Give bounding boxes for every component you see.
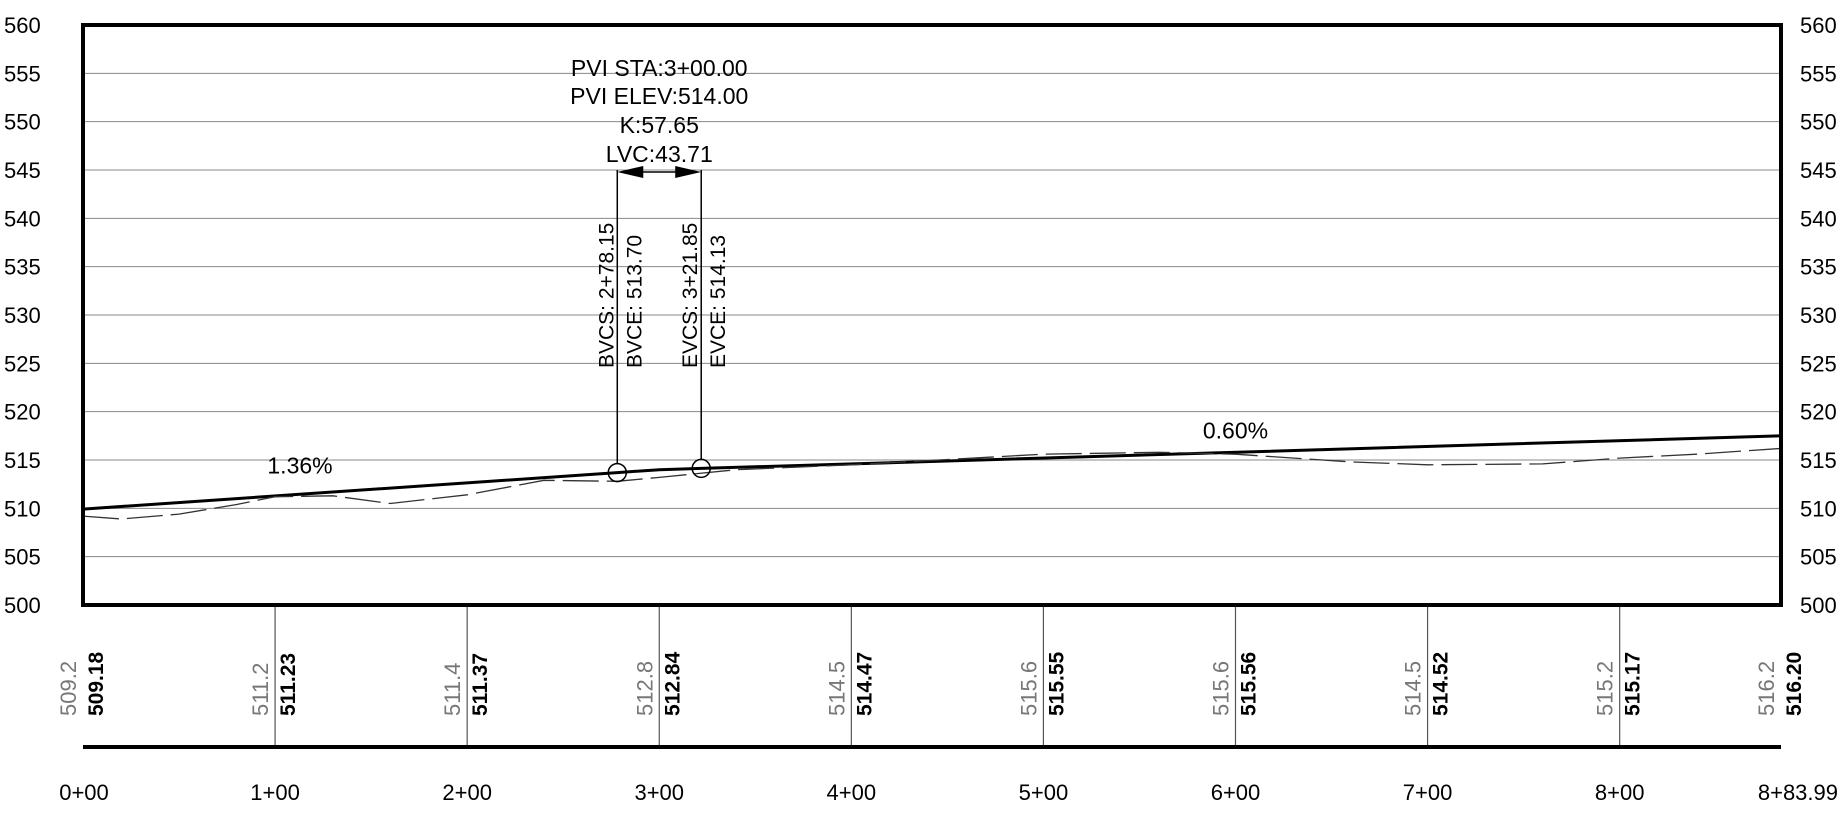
arrowhead-left-icon	[617, 166, 644, 178]
y-tick-label-left: 520	[4, 400, 41, 425]
design-elevation-label: 514.52	[1430, 652, 1453, 716]
existing-elevation-label: 511.4	[440, 663, 465, 716]
design-elevation-label: 514.47	[853, 652, 876, 716]
y-tick-label-right: 550	[1800, 110, 1837, 135]
y-tick-label-left: 535	[4, 255, 41, 280]
x-tick-label: 7+00	[1403, 780, 1453, 805]
y-tick-label-right: 535	[1800, 255, 1837, 280]
existing-elevation-label: 511.2	[248, 663, 273, 716]
grade-out-label: 0.60%	[1203, 418, 1268, 444]
y-tick-label-left: 530	[4, 303, 41, 328]
x-tick-label: 1+00	[250, 780, 300, 805]
evc-marker-icon	[691, 458, 711, 479]
y-tick-label-right: 545	[1800, 158, 1837, 183]
y-tick-label-left: 505	[4, 545, 41, 570]
x-tick-label: 5+00	[1019, 780, 1069, 805]
arrowhead-right-icon	[675, 166, 702, 178]
y-tick-label-right: 500	[1800, 593, 1837, 618]
design-elevation-label: 511.37	[469, 653, 492, 716]
existing-elevation-label: 515.2	[1593, 661, 1618, 716]
evce-label: EVCE: 514.13	[707, 235, 730, 368]
existing-elevation-label: 516.2	[1754, 661, 1779, 716]
x-tick-label: 0+00	[59, 780, 109, 805]
design-elevation-label: 515.56	[1238, 652, 1261, 716]
x-tick-label: 6+00	[1211, 780, 1261, 805]
y-tick-label-left: 500	[4, 593, 41, 618]
y-tick-label-left: 550	[4, 110, 41, 135]
existing-ground-line	[82, 447, 1782, 520]
y-tick-label-right: 510	[1800, 496, 1837, 521]
design-elevation-label: 512.84	[661, 651, 684, 716]
bvc-marker-icon	[607, 462, 628, 483]
design-elevation-label: 509.18	[85, 651, 108, 716]
grade-in-label: 1.36%	[267, 453, 332, 479]
profile-series	[82, 434, 1782, 520]
y-tick-label-right: 520	[1800, 400, 1837, 425]
x-tick-label: 8+83.99	[1758, 780, 1838, 805]
pvi-annotation-line: PVI ELEV:514.00	[570, 83, 748, 109]
y-tick-label-left: 555	[4, 61, 41, 86]
design-elevation-label: 516.20	[1783, 652, 1806, 716]
y-tick-label-left: 560	[4, 13, 41, 38]
x-tick-label: 3+00	[634, 780, 684, 805]
y-tick-label-left: 545	[4, 158, 41, 183]
x-tick-label: 8+00	[1595, 780, 1645, 805]
existing-elevation-label: 514.5	[824, 661, 849, 716]
existing-elevation-label: 515.6	[1016, 661, 1041, 716]
design-elevation-label: 515.55	[1045, 651, 1068, 716]
y-axis-ticks: 500 500 505 505 510 510 515 515 520 520 525 525 530 5…	[4, 13, 1837, 618]
pvi-annotation-line: LVC:43.71	[606, 141, 713, 167]
x-axis-ticks: 0+00 1+00 2+00 3+00 4+00 5+00 6+00 7+00 8+00 8+83…	[59, 780, 1838, 805]
y-tick-label-left: 525	[4, 351, 41, 376]
x-tick-label: 4+00	[827, 780, 877, 805]
bvcs-label: BVCS: 2+78.15	[595, 223, 618, 368]
grid-lines	[83, 72, 1781, 558]
pvi-annotation-line: PVI STA:3+00.00	[571, 55, 748, 81]
x-tick-label: 2+00	[442, 780, 492, 805]
y-tick-label-left: 540	[4, 206, 41, 231]
y-tick-label-right: 555	[1800, 61, 1837, 86]
y-tick-label-right: 540	[1800, 206, 1837, 231]
design-profile-line	[82, 434, 1782, 511]
y-tick-label-right: 560	[1800, 13, 1837, 38]
y-tick-label-right: 525	[1800, 351, 1837, 376]
design-elevation-label: 511.23	[277, 653, 300, 716]
y-tick-label-right: 515	[1800, 448, 1837, 473]
bvce-label: BVCE: 513.70	[623, 235, 646, 368]
existing-elevation-label: 512.8	[632, 661, 657, 716]
elevation-table: 509.2 509.18 511.2 511.23 511.4 511.37 512.8 51…	[56, 605, 1806, 747]
y-tick-label-left: 515	[4, 448, 41, 473]
existing-elevation-label: 509.2	[56, 661, 81, 716]
evcs-label: EVCS: 3+21.85	[679, 223, 702, 368]
design-elevation-label: 515.17	[1622, 652, 1645, 716]
y-tick-label-right: 505	[1800, 545, 1837, 570]
y-tick-label-right: 530	[1800, 303, 1837, 328]
pvi-annotation-line: K:57.65	[620, 112, 699, 138]
existing-elevation-label: 514.5	[1401, 661, 1426, 716]
existing-elevation-label: 515.6	[1209, 661, 1234, 716]
y-tick-label-left: 510	[4, 496, 41, 521]
